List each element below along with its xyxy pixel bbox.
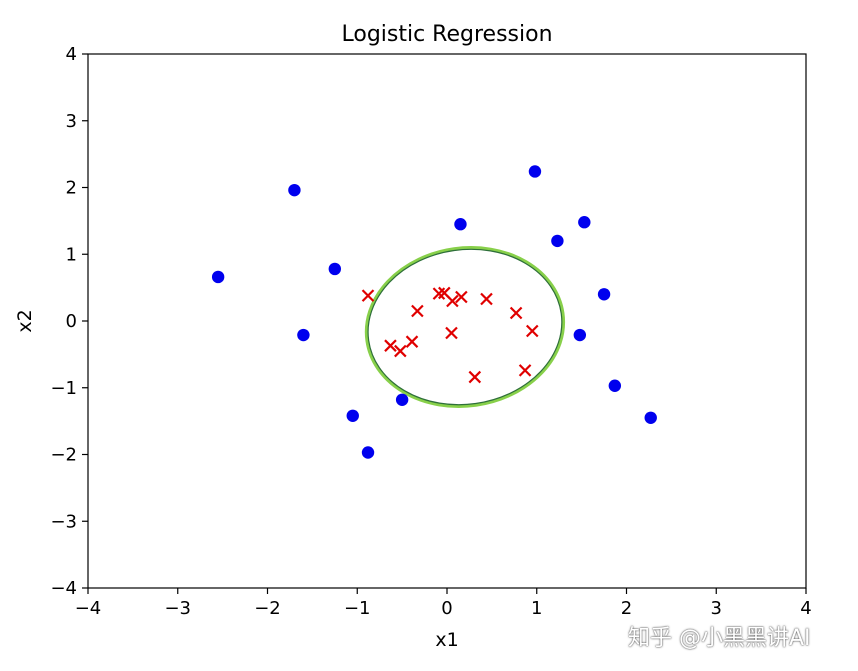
y-tick-label: 0 bbox=[66, 311, 77, 332]
y-tick-label: −2 bbox=[50, 445, 77, 466]
data-point-circle bbox=[328, 262, 342, 276]
data-point-circle bbox=[395, 393, 409, 406]
x-tick-label: −2 bbox=[254, 598, 281, 619]
data-point-x bbox=[446, 294, 459, 308]
y-tick-label: −4 bbox=[50, 578, 77, 599]
data-point-circle bbox=[573, 328, 587, 342]
data-point-circle bbox=[346, 409, 359, 422]
data-point-circle bbox=[551, 234, 564, 248]
plot-frame bbox=[87, 53, 807, 589]
data-point-x bbox=[361, 289, 375, 302]
data-point-x bbox=[468, 370, 482, 384]
data-point-circle bbox=[608, 379, 622, 392]
data-point-x bbox=[480, 292, 493, 306]
x-tick-label: −3 bbox=[164, 598, 191, 619]
decision-boundary-outer bbox=[364, 246, 566, 408]
data-point-circle bbox=[211, 270, 225, 284]
chart-title: Logistic Regression bbox=[341, 22, 552, 47]
y-tick-label: 4 bbox=[66, 44, 77, 65]
data-point-x bbox=[405, 335, 419, 348]
data-point-x bbox=[525, 324, 539, 338]
x-tick-label: 2 bbox=[621, 598, 632, 619]
y-axis-label: x2 bbox=[14, 309, 36, 332]
x-tick-label: −4 bbox=[75, 598, 102, 619]
data-point-x bbox=[518, 364, 532, 377]
data-point-x bbox=[384, 339, 397, 352]
data-point-circle bbox=[528, 165, 542, 178]
x-tick-label: 3 bbox=[711, 598, 722, 619]
watermark: 知乎 @小黑黑讲AI bbox=[628, 626, 811, 651]
data-marks bbox=[211, 165, 657, 459]
x-axis-ticks: −4 −3 −2 −1 0 1 2 3 4 bbox=[75, 588, 812, 619]
x-tick-label: −1 bbox=[344, 598, 371, 619]
data-point-circle bbox=[644, 411, 657, 424]
data-point-circle bbox=[454, 218, 467, 231]
y-tick-label: 1 bbox=[66, 244, 77, 265]
data-point-circle bbox=[361, 446, 375, 459]
decision-boundary-inner bbox=[367, 248, 563, 406]
y-tick-label: −1 bbox=[50, 378, 77, 399]
data-point-x bbox=[394, 344, 407, 358]
data-point-x bbox=[455, 290, 468, 304]
data-point-x bbox=[411, 304, 424, 318]
decision-boundary bbox=[364, 246, 566, 408]
x-axis-label: x1 bbox=[435, 629, 458, 651]
y-tick-label: 3 bbox=[66, 111, 77, 132]
x-tick-label: 1 bbox=[531, 598, 542, 619]
y-tick-label: 2 bbox=[66, 178, 77, 199]
data-point-x bbox=[509, 306, 523, 320]
data-point-circle bbox=[288, 183, 301, 197]
x-tick-label: 0 bbox=[441, 598, 452, 619]
x-tick-label: 4 bbox=[800, 598, 811, 619]
data-point-circle bbox=[578, 216, 591, 229]
y-tick-label: −3 bbox=[50, 511, 77, 532]
data-point-circle bbox=[597, 288, 611, 301]
data-point-x bbox=[445, 326, 458, 340]
data-point-circle bbox=[297, 328, 310, 342]
y-axis-ticks: −4 −3 −2 −1 0 1 2 3 4 bbox=[50, 44, 88, 599]
